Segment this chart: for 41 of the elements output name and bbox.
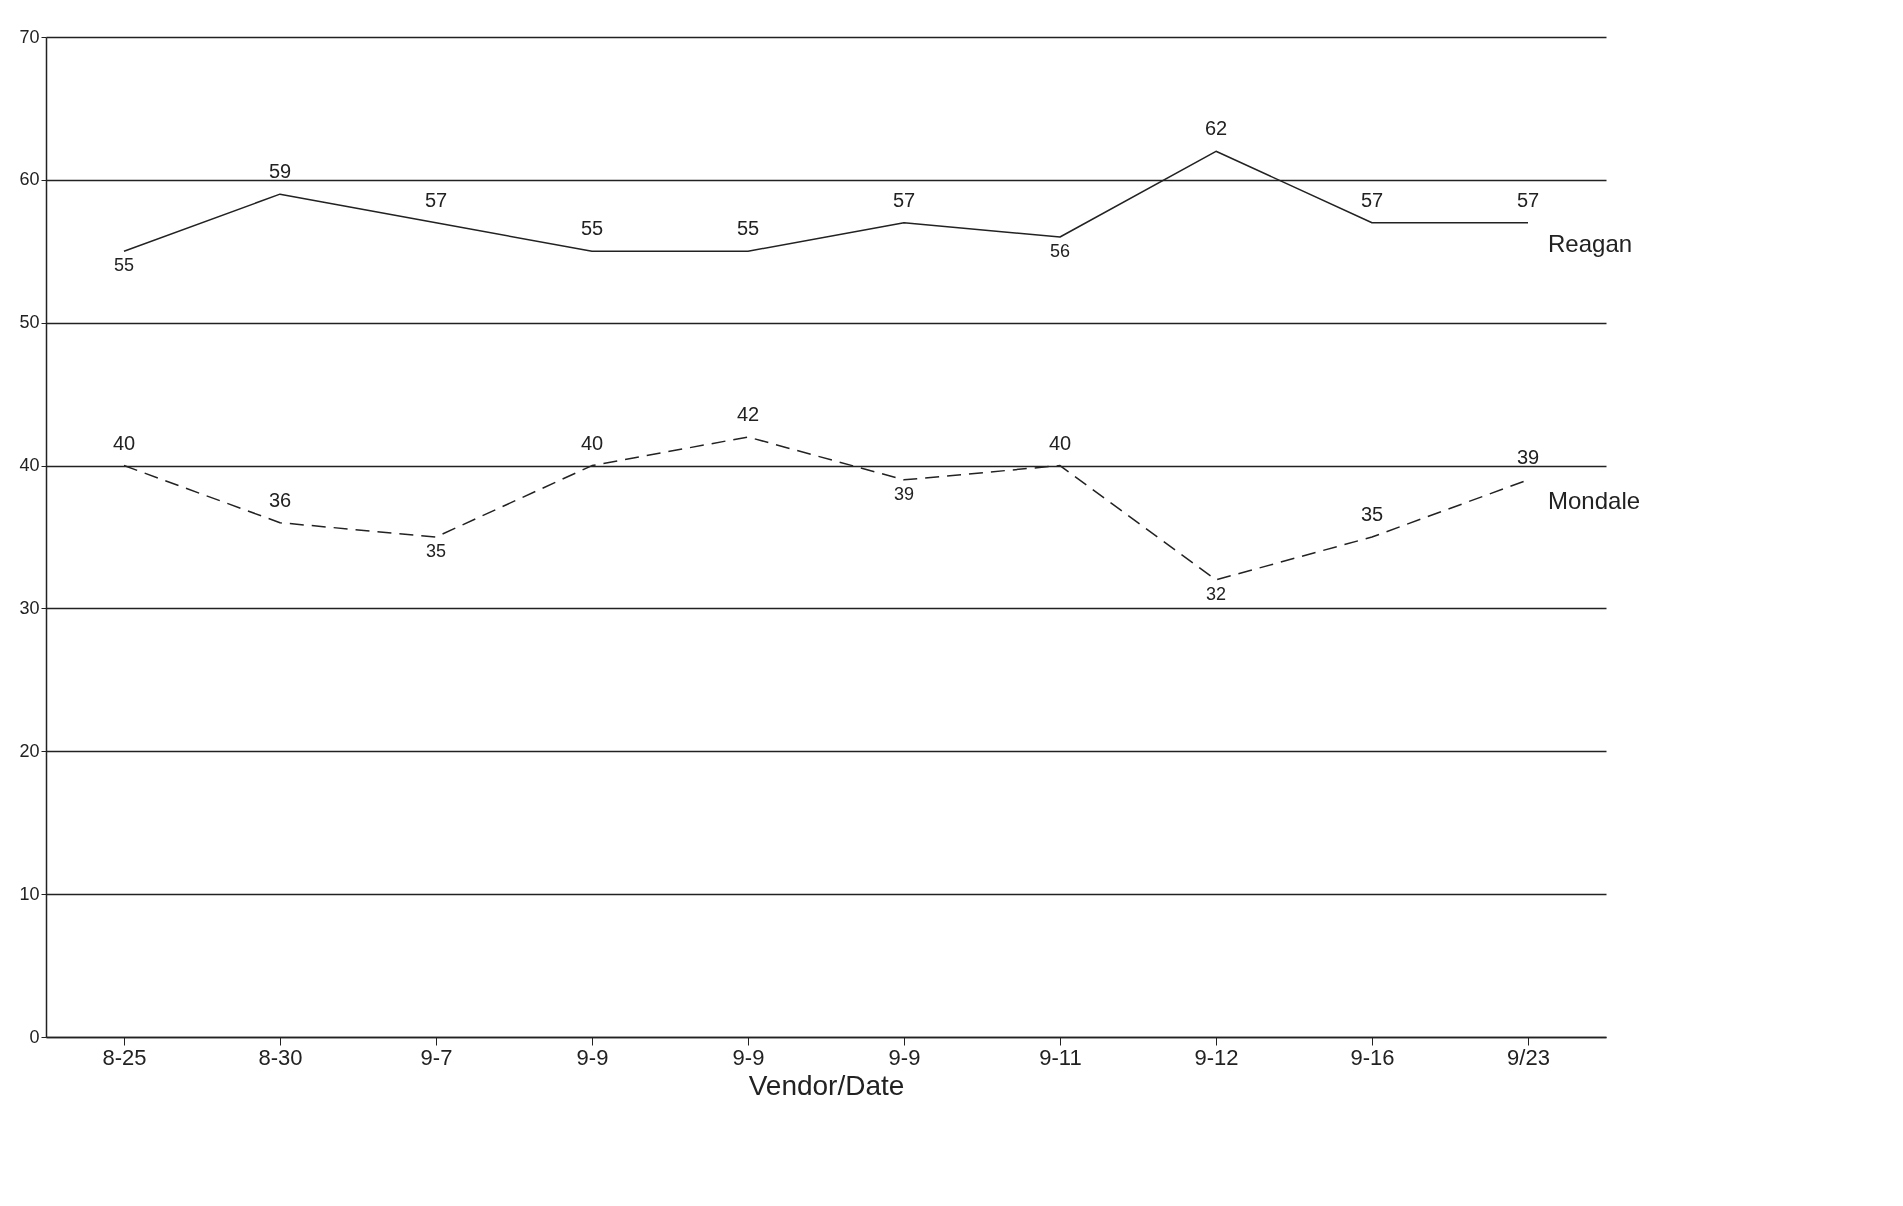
series-label: Mondale [1548,486,1641,514]
x-axis-title: Vendor/Date [748,1069,905,1101]
data-label: 42 [736,403,760,425]
data-label: 57 [424,188,448,211]
x-tick-label: 9-9 [888,1044,921,1070]
data-label: 40 [112,431,136,454]
data-label: 40 [1048,431,1072,454]
data-label: 32 [1205,583,1227,604]
x-tick-label: 8-25 [102,1044,147,1070]
x-tick-label: 9-7 [420,1044,453,1070]
data-label: 62 [1204,117,1228,140]
data-label: 55 [736,217,760,240]
x-tick-label: 9-16 [1350,1044,1395,1070]
data-label: 59 [268,160,292,183]
data-label: 39 [1516,445,1540,468]
data-label: 57 [892,188,916,211]
x-tick-label: 9-9 [732,1044,765,1070]
y-tick-label: 30 [19,597,40,618]
data-label: 36 [268,488,292,511]
data-label: 40 [580,431,604,454]
x-tick-label: 8-30 [258,1044,303,1070]
y-tick-label: 60 [19,169,40,190]
x-tick-label: 9-11 [1039,1044,1082,1070]
x-tick-label: 9-12 [1194,1044,1239,1070]
data-label: 56 [1049,241,1071,261]
data-label: 55 [113,255,135,276]
data-label: 55 [580,217,604,240]
data-label: 35 [1360,503,1384,525]
data-label: 57 [1360,188,1384,211]
y-tick-label: 50 [19,312,40,333]
y-tick-label: 20 [19,740,40,761]
data-label: 35 [425,541,447,561]
x-tick-label: 9/23 [1507,1044,1550,1070]
data-label: 57 [1516,188,1540,211]
series-label: Reagan [1548,229,1633,257]
y-tick-label: 40 [19,455,40,476]
y-tick-label: 0 [29,1026,40,1047]
data-label: 39 [893,483,915,504]
x-tick-label: 9-9 [576,1044,609,1070]
y-tick-label: 70 [19,26,40,47]
y-tick-label: 10 [19,883,40,904]
